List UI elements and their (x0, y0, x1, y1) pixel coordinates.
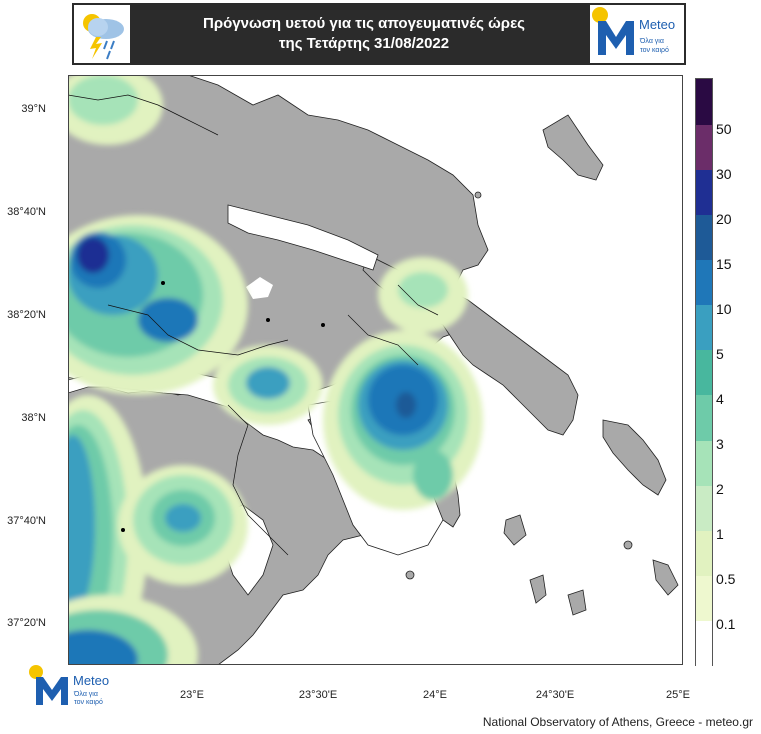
colorbar-segment (696, 259, 712, 306)
m-logo-icon (598, 21, 634, 55)
lat-label: 37°40'N (7, 515, 46, 527)
colorbar-label: 4 (716, 391, 724, 407)
region-boundaries (68, 94, 439, 556)
colorbar-label: 5 (716, 346, 724, 362)
m-logo-icon (36, 677, 68, 705)
colorbar-segment (696, 304, 712, 351)
lon-label: 24°E (423, 689, 447, 701)
colorbar-label: 15 (716, 256, 732, 272)
forecast-title-line1: Πρόγνωση υετού για τις απογευματινές ώρε… (203, 15, 525, 32)
forecast-title-line2: της Τετάρτης 31/08/2022 (278, 35, 450, 52)
colorbar-segment (696, 574, 712, 621)
colorbar-label: 20 (716, 211, 732, 227)
lon-label: 25°E (666, 689, 690, 701)
logo-tagline-2: τον καιρό (640, 46, 669, 54)
precipitation-map (68, 75, 683, 665)
city-markers (121, 281, 325, 532)
colorbar-label: 2 (716, 481, 724, 497)
lat-label: 37°20'N (7, 617, 46, 629)
lat-label: 38°40'N (7, 206, 46, 218)
lat-label: 39°N (21, 103, 46, 115)
colorbar-label: 0.5 (716, 571, 736, 587)
lon-label: 23°30'E (298, 689, 338, 701)
colorbar-label: 30 (716, 166, 732, 182)
colorbar-segment (696, 619, 712, 666)
kythnos-island (567, 589, 587, 616)
precipitation-contours (68, 75, 483, 665)
colorbar-label: 1 (716, 526, 724, 542)
lon-label: 23°E (180, 689, 204, 701)
lake (246, 277, 273, 299)
colorbar-segment (696, 394, 712, 441)
colorbar-segment (696, 439, 712, 486)
map-frame (68, 75, 683, 665)
credit-footer: National Observatory of Athens, Greece -… (482, 715, 753, 729)
colorbar-segment (696, 169, 712, 216)
logo-tagline-1: Όλα για (639, 38, 664, 45)
logo-tagline-1: Όλα για (73, 691, 98, 698)
colorbar-segment (696, 529, 712, 576)
logo-tagline-2: τον καιρό (74, 698, 103, 706)
colorbar-segment (696, 349, 712, 396)
logo-name: Meteo (73, 673, 109, 688)
lat-label: 38°N (21, 412, 46, 424)
andros-island (602, 419, 667, 496)
logo-name: Meteo (639, 17, 675, 32)
tinos-island (652, 559, 679, 596)
rain-cloud-lightning-icon (74, 5, 130, 63)
colorbar-label: 10 (716, 301, 732, 317)
colorbar-segment (696, 484, 712, 531)
syros-island (529, 574, 547, 604)
north-euboean-gulf (227, 204, 379, 271)
colorbar-segment (696, 124, 712, 171)
colorbar-segment (696, 79, 712, 125)
skyros-island (542, 114, 604, 181)
colorbar-segment (696, 214, 712, 261)
meteo-logo: Meteo Όλα για τον καιρό (590, 5, 684, 63)
colorbar-label: 3 (716, 436, 724, 452)
forecast-title: Πρόγνωση υετού για τις απογευματινές ώρε… (142, 14, 586, 54)
header-banner: Πρόγνωση υετού για τις απογευματινές ώρε… (72, 3, 686, 65)
meteo-logo-bottom: Meteo Όλα για τον καιρό (26, 663, 146, 707)
lon-label: 24°30'E (535, 689, 575, 701)
kea-island (503, 514, 527, 546)
lat-label: 38°20'N (7, 309, 46, 321)
colorbar-label: 0.1 (716, 616, 736, 632)
sun-icon (29, 665, 43, 679)
colorbar-label: 50 (716, 121, 732, 137)
sun-icon (592, 7, 608, 23)
precipitation-colorbar (695, 78, 713, 666)
